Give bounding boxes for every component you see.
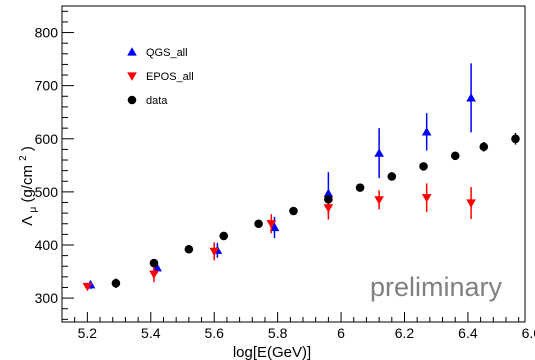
plot-frame (61, 5, 526, 323)
data-point (355, 183, 365, 192)
y-axis-title: Λ μ (g/cm 2 ) (13, 146, 40, 226)
legend-marker (127, 95, 137, 105)
data-point (209, 247, 220, 257)
x-tick-label: 6 (337, 325, 345, 341)
series-data (111, 132, 520, 289)
y-axis-title-superscript: 2 (18, 155, 29, 161)
y-axis-title-close: ) (19, 146, 36, 151)
data-point (324, 195, 333, 204)
y-axis-title-subscript: μ (28, 206, 39, 212)
data-point (323, 204, 334, 213)
data-point (149, 258, 159, 268)
preliminary-annotation: preliminary (370, 272, 503, 302)
series-qgs-all (85, 63, 476, 290)
data-point (111, 278, 121, 288)
legend-label: EPOS_all (146, 71, 194, 83)
data-point (466, 93, 476, 102)
axes: 5.2 5.4 5.6 5.8 6 6.2 6.4 6.6 300 400 500 600 700 800 (35, 5, 535, 341)
data-point (419, 162, 428, 171)
series-epos-all (82, 183, 476, 292)
x-tick-label: 6.4 (458, 325, 478, 341)
data-point (254, 219, 263, 229)
y-tick-label: 800 (35, 25, 59, 41)
legend-marker (127, 47, 137, 56)
data-point (466, 199, 476, 208)
legend-label: QGS_all (146, 47, 188, 59)
legend-item: QGS_all (127, 47, 188, 59)
data-point (82, 282, 93, 292)
data-point (387, 172, 397, 181)
y-tick-label: 700 (35, 78, 59, 94)
data-point (269, 222, 280, 232)
x-tick-label: 5.4 (141, 325, 161, 341)
data-point (323, 188, 334, 198)
legend-item: EPOS_all (127, 71, 194, 83)
data-point (184, 244, 194, 254)
data-point (289, 206, 298, 216)
y-axis-title-symbol: Λ (19, 216, 36, 226)
x-tick-label: 6.6 (522, 325, 535, 341)
x-tick-label: 6.2 (395, 325, 415, 341)
data-point (152, 263, 162, 272)
data-point (421, 194, 432, 203)
data-point (450, 151, 460, 161)
data-point (266, 220, 277, 229)
data-point (421, 127, 432, 136)
data-point (511, 134, 520, 144)
y-tick-label: 600 (35, 131, 59, 147)
y-tick-label: 500 (35, 184, 59, 200)
x-tick-label: 5.6 (204, 325, 224, 341)
data-point (149, 270, 159, 280)
legend-marker (127, 72, 137, 81)
data-point (479, 142, 489, 152)
data-point (374, 148, 384, 157)
y-axis-title-unit: (g/cm (19, 165, 36, 203)
data-marks (82, 63, 520, 292)
x-axis-title: log[E(GeV)] (233, 344, 311, 360)
legend-label: data (146, 95, 168, 107)
data-point (374, 196, 384, 205)
x-tick-label: 5.2 (78, 325, 98, 341)
y-tick-label: 300 (35, 290, 59, 306)
data-point (219, 231, 229, 241)
x-tick-label: 5.8 (268, 325, 288, 341)
y-tick-label: 400 (35, 237, 59, 253)
legend-item: data (127, 95, 168, 107)
